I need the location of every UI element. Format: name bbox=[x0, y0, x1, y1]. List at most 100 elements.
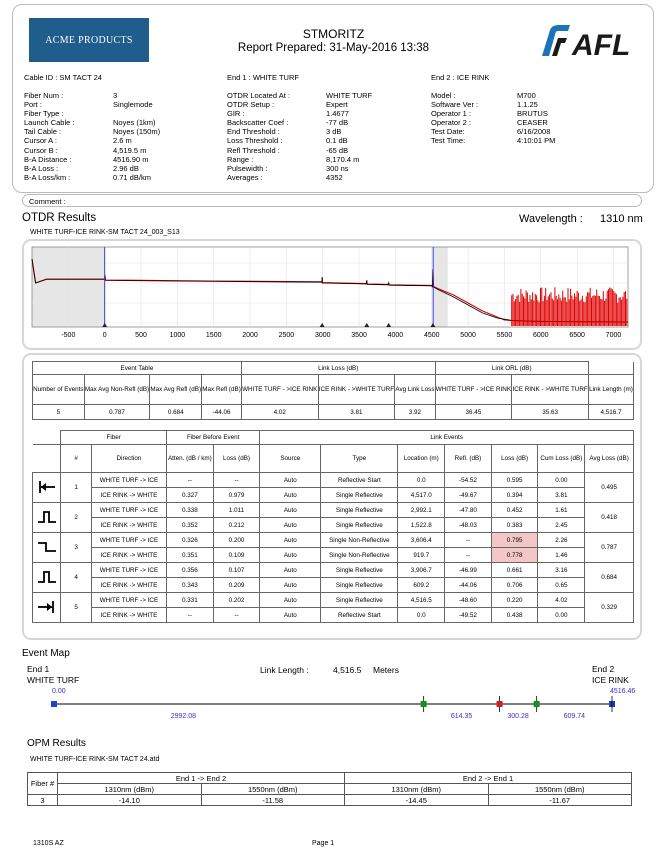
info-row: Test Time: 4:10:01 PM bbox=[431, 136, 555, 145]
post-cursor-shade bbox=[433, 247, 448, 327]
info-row: Backscatter Coef : -77 dB bbox=[227, 118, 372, 127]
event-cell: 0.706 bbox=[490, 577, 539, 593]
info-key: B-A Distance : bbox=[24, 154, 72, 164]
column-header: WHITE TURF - >ICE RINK bbox=[240, 374, 319, 405]
event-cell: ICE RINK -> WHITE bbox=[90, 517, 168, 533]
link-length-unit: Meters bbox=[373, 665, 399, 675]
column-header: Loss (dB) bbox=[490, 444, 539, 473]
event-cell: Single Reflective bbox=[320, 592, 399, 608]
reflective-event-icon bbox=[37, 510, 56, 523]
event-cell: 0.00 bbox=[537, 607, 586, 623]
info-key: OTDR Setup : bbox=[227, 100, 275, 110]
event-cell: 4,516.5 bbox=[397, 592, 446, 608]
info-key: Test Time: bbox=[431, 136, 466, 146]
event-marker bbox=[364, 323, 370, 327]
event-cell: -- bbox=[444, 547, 492, 563]
x-tick-label: 5500 bbox=[497, 332, 513, 339]
event-cell: 0.200 bbox=[212, 532, 261, 548]
group-header: Event Table bbox=[32, 361, 242, 375]
event-row: ICE RINK -> WHITE -- -- Auto Reflective Star… bbox=[33, 607, 634, 623]
event-cell: Single Reflective bbox=[320, 487, 399, 503]
info-key: Averages : bbox=[227, 172, 263, 182]
link-events-table: Fiber Fiber Before Event Link Events # Direc… bbox=[31, 430, 634, 623]
info-value: 2.6 m bbox=[113, 136, 132, 146]
info-row: Model : M700 bbox=[431, 91, 555, 100]
summary-value: 35.63 bbox=[511, 404, 589, 420]
column-header: Avg Link Loss bbox=[394, 374, 436, 405]
x-tick-label: 3000 bbox=[315, 332, 331, 339]
info-value: -65 dB bbox=[326, 145, 349, 155]
info-key: Refl Threshold : bbox=[227, 145, 280, 155]
event-row: ICE RINK -> WHITE 0.343 0.209 Auto Single Re… bbox=[33, 577, 634, 593]
event-marker bbox=[386, 323, 392, 327]
event-cell: 4,517.0 bbox=[397, 487, 446, 503]
trace-noise bbox=[511, 287, 628, 326]
link-length-label: Link Length : bbox=[260, 665, 309, 675]
info-value: Noyes (150m) bbox=[113, 127, 161, 137]
info-value: 3 bbox=[113, 91, 118, 100]
footer-id: 1310S AZ bbox=[33, 840, 64, 847]
info-row: Cursor A : 2.6 m bbox=[24, 136, 160, 145]
column-header: Atten. (dB / km) bbox=[166, 444, 214, 473]
info-key: Loss Threshold : bbox=[227, 136, 283, 146]
column-header: Avg Loss (dB) bbox=[584, 444, 634, 473]
event-cell: Reflective Start bbox=[320, 607, 399, 623]
event-row: 1 WHITE TURF -> ICE -- -- Auto Reflective Sta… bbox=[31, 472, 634, 503]
event-cell: 1.46 bbox=[537, 547, 586, 563]
company-logo: ACME PRODUCTS bbox=[29, 18, 149, 62]
event-marker-2 bbox=[496, 701, 503, 707]
info-row: Test Date: 6/16/2008 bbox=[431, 127, 555, 136]
info-key: Fiber Num : bbox=[24, 91, 64, 100]
info-row: Cursor B : 4,519.5 m bbox=[24, 146, 160, 155]
event-summary-table: Event Table Link Loss (dB) Link ORL (dB) Nu… bbox=[32, 361, 635, 420]
group-header: Fiber bbox=[60, 430, 167, 445]
event-cell: 0.356 bbox=[166, 562, 214, 578]
event-number: 5 bbox=[60, 592, 92, 623]
event-cell: 0.0 bbox=[397, 472, 446, 488]
info-key: Cursor B : bbox=[24, 145, 58, 155]
info-row: Launch Cable : Noyes (1km) bbox=[24, 118, 160, 127]
event-cell: 0.979 bbox=[212, 487, 261, 503]
x-tick-label: 6000 bbox=[533, 332, 549, 339]
x-tick-label: 4000 bbox=[388, 332, 404, 339]
info-key: GIR : bbox=[227, 109, 245, 119]
event-cell: 0.65 bbox=[537, 577, 586, 593]
info-value: 3 dB bbox=[326, 127, 342, 137]
event-cell: -54.52 bbox=[444, 472, 492, 488]
info-row: Averages : 4352 bbox=[227, 173, 372, 182]
event-cell: 0.383 bbox=[490, 517, 539, 533]
event-cell: 1.011 bbox=[212, 502, 261, 518]
trace-series-1 bbox=[31, 258, 629, 323]
avg-loss: 0.684 bbox=[584, 562, 634, 593]
column-header: Source bbox=[259, 444, 322, 473]
event-cell: Auto bbox=[259, 592, 322, 608]
info-value: 6/16/2008 bbox=[517, 127, 551, 137]
info-value: Noyes (1km) bbox=[113, 118, 156, 128]
column-header: ICE RINK - >WHITE TURF bbox=[317, 374, 396, 405]
event-cell: 0.0 bbox=[397, 607, 446, 623]
end2-position: 4516.46 bbox=[610, 688, 635, 695]
event-cell: 1.61 bbox=[537, 502, 586, 518]
event-cell: -47.80 bbox=[444, 502, 492, 518]
event-cell: 0.351 bbox=[166, 547, 214, 563]
column-header: Max Refl (dB) bbox=[201, 374, 242, 405]
event-cell: 3,606.4 bbox=[397, 532, 446, 548]
column-header: WHITE TURF - >ICE RINK bbox=[434, 374, 513, 405]
opm-column-header: 1550nm (dBm) bbox=[200, 783, 345, 795]
event-cell: 0.595 bbox=[490, 472, 539, 488]
header-panel bbox=[12, 4, 654, 193]
event-cell: -- bbox=[212, 607, 261, 623]
avg-loss: 0.418 bbox=[584, 502, 634, 533]
tables-panel bbox=[22, 353, 642, 640]
event-map-diagram: 0.00 4516.46 2992.08 614.35 300.28 609.74 bbox=[51, 688, 635, 720]
event-map-end2-name: ICE RINK bbox=[592, 675, 629, 685]
info-value: 1.4677 bbox=[326, 109, 349, 119]
event-cell: 919.7 bbox=[397, 547, 446, 563]
fiber-info-list: Fiber Num : 3 Port : Singlemode Fiber Type :… bbox=[24, 91, 160, 182]
x-tick-label: 2500 bbox=[279, 332, 295, 339]
opm-value: -14.10 bbox=[57, 794, 202, 806]
event-icon-cell bbox=[31, 502, 62, 533]
event-cell: -48.60 bbox=[444, 592, 492, 608]
event-cell: 0.109 bbox=[212, 547, 261, 563]
event-icon-cell bbox=[31, 592, 62, 623]
